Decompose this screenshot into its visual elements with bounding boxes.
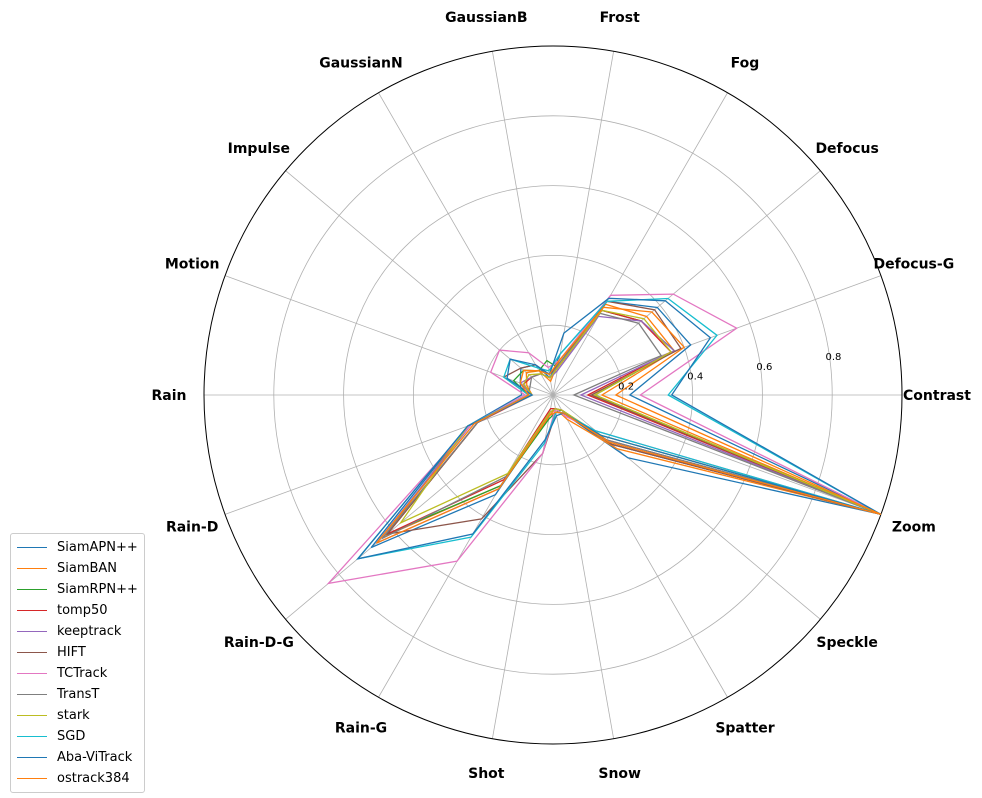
legend-label: SiamBAN: [57, 561, 118, 576]
legend-swatch: [17, 736, 47, 737]
legend-item: stark: [11, 705, 144, 726]
category-label-gaussianb: GaussianB: [445, 10, 527, 26]
legend-item: tomp50: [11, 600, 144, 621]
legend-item: SiamRPN++: [11, 579, 144, 600]
legend-item: Aba-ViTrack: [11, 747, 144, 768]
spoke-5: [492, 51, 554, 396]
legend-item: TransT: [11, 684, 144, 705]
category-label-rain-d: Rain-D: [166, 519, 218, 535]
series-line-TCTrack: [326, 293, 882, 585]
spoke-17: [552, 394, 882, 515]
spoke-16: [552, 394, 821, 620]
legend-label: HIFT: [57, 645, 86, 660]
spoke-2: [552, 170, 821, 396]
spoke-11: [285, 394, 554, 620]
category-label-spatter: Spatter: [715, 721, 774, 737]
legend-item: TCTrack: [11, 663, 144, 684]
legend: SiamAPN++ SiamBAN SiamRPN++ tomp50 keeptrack…: [10, 533, 145, 793]
category-label-contrast: Contrast: [903, 388, 971, 404]
spoke-7: [285, 170, 554, 396]
legend-label: SiamRPN++: [57, 582, 138, 597]
legend-label: SiamAPN++: [57, 540, 138, 555]
spoke-10: [224, 394, 554, 515]
legend-label: stark: [57, 708, 90, 723]
radar-labels: 0.2 0.4 0.6 0.8 Contrast Defocus-G Defocus Fog F…: [152, 10, 972, 782]
legend-item: SiamBAN: [11, 558, 144, 579]
legend-label: TCTrack: [57, 666, 108, 681]
spoke-15: [552, 394, 728, 698]
spoke-3: [552, 92, 728, 396]
legend-swatch: [17, 589, 47, 590]
legend-swatch: [17, 715, 47, 716]
radar-series: [326, 293, 882, 585]
series-line-ostrack384: [375, 306, 882, 544]
spoke-6: [378, 92, 554, 396]
category-label-snow: Snow: [598, 766, 641, 782]
legend-swatch: [17, 652, 47, 653]
category-label-motion: Motion: [165, 257, 220, 273]
spoke-8: [224, 275, 554, 396]
r-tick-label: 0.2: [618, 381, 634, 392]
legend-swatch: [17, 610, 47, 611]
category-label-rain-d-g: Rain-D-G: [224, 635, 294, 651]
legend-swatch: [17, 547, 47, 548]
spoke-4: [552, 51, 614, 396]
legend-swatch: [17, 778, 47, 779]
series-line-SiamAPN++: [370, 300, 882, 549]
legend-swatch: [17, 673, 47, 674]
r-tick-label: 0.8: [826, 352, 842, 363]
category-label-defocus-g: Defocus-G: [873, 257, 954, 273]
legend-swatch: [17, 694, 47, 695]
series-line-SiamBAN: [382, 303, 882, 538]
category-label-defocus: Defocus: [815, 141, 878, 157]
legend-swatch: [17, 757, 47, 758]
radar-grid: [203, 45, 903, 745]
category-label-fog: Fog: [731, 55, 760, 71]
legend-item: SGD: [11, 726, 144, 747]
legend-label: keeptrack: [57, 624, 122, 639]
legend-label: SGD: [57, 729, 86, 744]
outer-frame: [203, 45, 903, 745]
r-tick-label: 0.4: [687, 372, 703, 383]
legend-label: TransT: [57, 687, 100, 702]
r-tick-label: 0.6: [756, 362, 772, 373]
legend-item: ostrack384: [11, 768, 144, 789]
legend-swatch: [17, 631, 47, 632]
category-label-zoom: Zoom: [892, 519, 936, 535]
legend-label: Aba-ViTrack: [57, 750, 133, 765]
legend-item: HIFT: [11, 642, 144, 663]
category-label-rain: Rain: [152, 388, 187, 404]
legend-label: tomp50: [57, 603, 108, 618]
category-label-frost: Frost: [600, 10, 641, 26]
spoke-12: [378, 394, 554, 698]
category-label-shot: Shot: [468, 766, 505, 782]
legend-item: keeptrack: [11, 621, 144, 642]
legend-label: ostrack384: [57, 771, 130, 786]
category-label-impulse: Impulse: [228, 141, 290, 157]
category-label-rain-g: Rain-G: [335, 721, 387, 737]
legend-item: SiamAPN++: [11, 537, 144, 558]
spoke-13: [492, 394, 554, 739]
category-label-gaussiann: GaussianN: [319, 55, 403, 71]
spoke-14: [552, 394, 614, 739]
legend-swatch: [17, 568, 47, 569]
category-label-speckle: Speckle: [816, 635, 878, 651]
